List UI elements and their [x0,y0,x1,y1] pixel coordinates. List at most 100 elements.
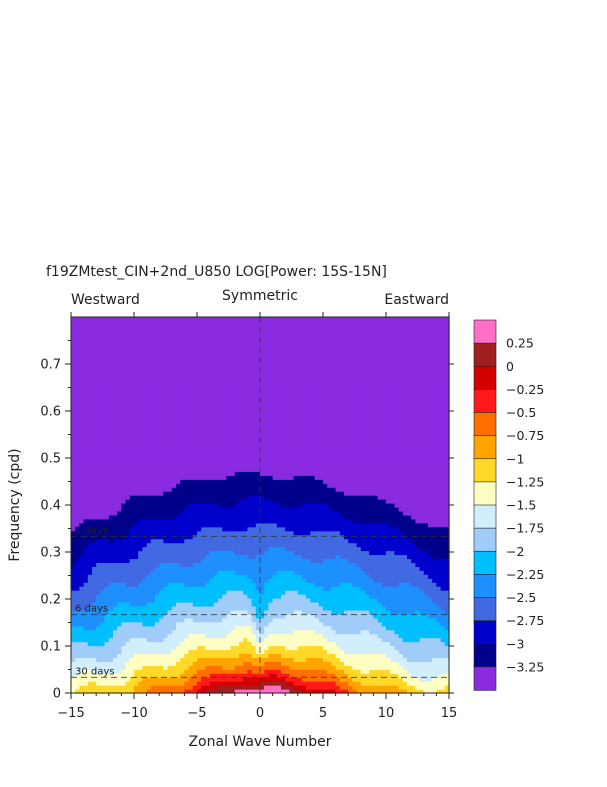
contour-cell [226,661,232,666]
contour-cell [192,376,198,381]
contour-cell [188,629,194,635]
contour-cell [218,499,223,504]
contour-cell [281,685,286,690]
contour-cell [213,408,219,413]
contour-cell [255,499,261,504]
contour-cell [192,641,198,647]
contour-cell [180,324,185,330]
contour-cell [230,625,236,631]
contour-cell [146,467,152,472]
contour-cell [184,669,190,674]
contour-cell [167,681,173,686]
contour-cell [255,613,261,619]
contour-cell [197,546,202,552]
contour-cell [205,582,211,587]
contour-cell [281,645,286,651]
contour-cell [113,332,118,338]
contour-cell [281,598,286,603]
contour-cell [150,317,156,322]
contour-cell [150,400,156,405]
contour-cell [209,550,215,556]
contour-cell [176,392,181,397]
contour-cell [264,356,269,362]
contour-cell [209,459,215,465]
contour-cell [197,356,202,362]
contour-cell [138,566,143,571]
contour-cell [79,689,85,694]
header-symmetric: Symmetric [222,288,298,304]
contour-cell [92,372,97,377]
contour-cell [192,332,198,338]
contour-cell [260,574,265,579]
contour-cell [247,522,253,528]
contour-cell [125,590,131,595]
contour-cell [213,443,219,449]
contour-cell [239,514,244,520]
contour-cell [171,538,177,544]
contour-cell [260,598,265,603]
contour-cell [79,641,85,647]
contour-cell [96,645,101,651]
contour-cell [129,495,135,500]
contour-cell [213,546,219,552]
contour-cell [167,609,173,615]
contour-cell [230,447,236,453]
contour-cell [247,629,253,635]
contour-cell [247,360,253,366]
contour-cell [251,518,257,524]
contour-cell [121,657,127,662]
contour-cell [276,530,282,536]
contour-cell [234,522,240,528]
contour-cell [247,324,253,330]
contour-cell [167,439,173,445]
contour-cell [129,625,135,631]
contour-cell [251,451,257,457]
contour-cell [159,324,164,330]
contour-cell [134,380,139,385]
contour-cell [226,360,232,366]
contour-cell [146,463,152,468]
contour-cell [92,617,97,623]
contour-cell [197,392,202,397]
contour-cell [272,574,278,579]
contour-cell [176,356,181,362]
contour-cell [96,340,101,346]
contour-cell [167,574,173,579]
contour-cell [209,570,215,575]
contour-cell [79,562,85,567]
contour-cell [260,427,265,433]
contour-cell [129,328,135,334]
contour-cell [247,594,253,599]
contour-cell [108,514,114,520]
contour-cell [213,590,219,595]
contour-cell [83,423,89,429]
contour-cell [71,661,76,666]
contour-cell [155,443,160,449]
contour-cell [83,427,89,433]
contour-cell [226,594,232,599]
contour-cell [71,435,76,441]
contour-cell [226,495,232,500]
contour-cell [176,645,181,651]
contour-cell [239,685,244,690]
contour-cell [117,609,122,615]
contour-cell [108,625,114,631]
contour-cell [125,554,131,560]
contour-cell [108,435,114,441]
contour-cell [222,435,227,441]
contour-cell [129,649,135,655]
contour-cell [79,633,85,639]
contour-cell [176,400,181,405]
contour-cell [96,661,101,666]
contour-cell [129,411,135,417]
contour-cell [176,332,181,338]
contour-cell [201,594,206,599]
contour-cell [230,518,236,524]
contour-cell [180,451,185,457]
contour-cell [108,336,114,342]
contour-cell [239,586,244,591]
contour-cell [83,372,89,377]
contour-cell [197,637,202,643]
contour-cell [96,328,101,334]
contour-cell [142,601,148,607]
